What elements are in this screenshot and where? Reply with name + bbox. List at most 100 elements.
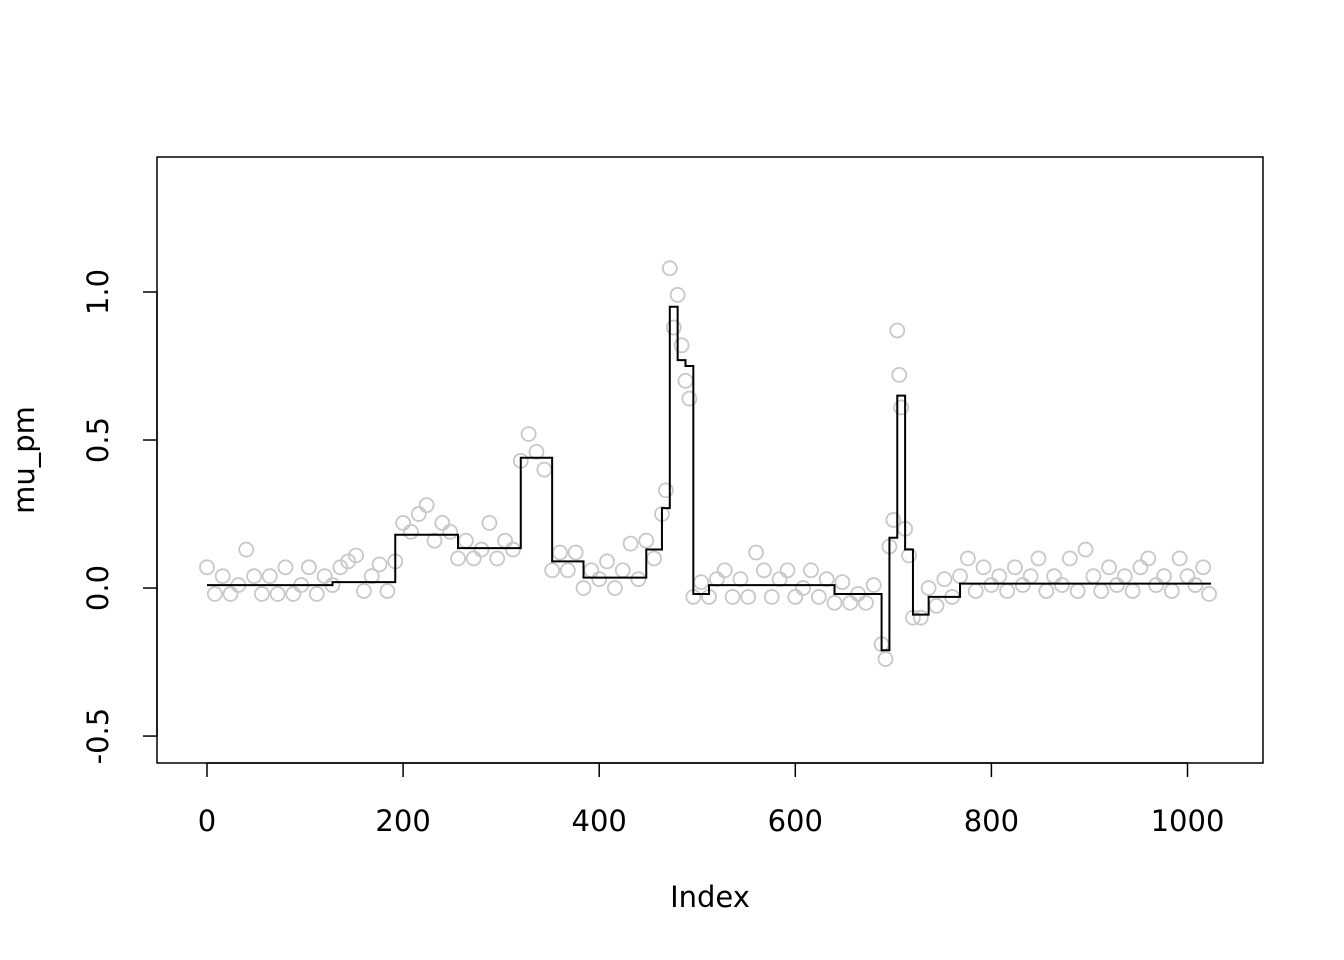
point (489, 550, 506, 567)
point (614, 562, 631, 579)
point (891, 366, 908, 383)
point (975, 559, 992, 576)
point (348, 547, 364, 564)
point (332, 559, 349, 576)
point (999, 583, 1015, 599)
point (1195, 559, 1212, 576)
point (967, 583, 984, 599)
point (877, 651, 894, 667)
point (1014, 577, 1031, 593)
point (583, 562, 600, 579)
y-axis-label: mu_pm (7, 406, 41, 514)
point (673, 337, 690, 354)
plot-box (156, 156, 1264, 764)
x-tick-label: 200 (375, 804, 430, 838)
point (457, 532, 474, 549)
x-tick-label: 600 (768, 804, 823, 838)
point (246, 568, 262, 585)
point (1085, 568, 1102, 585)
point (901, 547, 917, 564)
point (316, 568, 333, 585)
point (779, 562, 796, 579)
point (912, 609, 929, 626)
y-tick-label: 0.0 (81, 565, 115, 611)
point (732, 571, 749, 588)
point (371, 556, 388, 573)
point (520, 426, 537, 442)
point (622, 535, 639, 552)
point (756, 562, 772, 579)
point (254, 586, 270, 602)
point (1061, 550, 1078, 567)
point (991, 568, 1008, 585)
point (818, 571, 835, 588)
point (340, 553, 357, 570)
point (591, 571, 608, 588)
point (1132, 559, 1149, 576)
point (269, 586, 286, 602)
point (748, 544, 764, 561)
point (889, 322, 906, 339)
step-line (207, 305, 1212, 652)
point (724, 589, 741, 605)
point (465, 550, 482, 567)
point (865, 577, 882, 593)
point (410, 506, 427, 522)
point (599, 553, 615, 570)
point (355, 583, 372, 599)
point (497, 532, 513, 549)
y-tick-label: 0.5 (81, 417, 115, 463)
point (214, 568, 231, 585)
point (544, 562, 561, 579)
point (959, 550, 976, 567)
point (763, 589, 780, 605)
point (857, 594, 874, 611)
point (1116, 568, 1133, 585)
point (1101, 559, 1117, 576)
point (528, 443, 545, 460)
point (771, 571, 788, 588)
point (450, 550, 466, 567)
point (473, 541, 490, 558)
point (575, 580, 592, 596)
point (920, 580, 937, 596)
point (199, 559, 215, 576)
point (261, 568, 278, 585)
point (661, 260, 678, 277)
point (1187, 577, 1204, 593)
point (646, 550, 663, 567)
point (693, 574, 710, 591)
point (669, 287, 686, 303)
point (1156, 568, 1172, 585)
point (606, 580, 623, 596)
point (1179, 568, 1196, 585)
point (505, 541, 521, 558)
point (1022, 568, 1039, 585)
point (842, 594, 859, 611)
point (1069, 583, 1086, 599)
point (301, 559, 317, 576)
x-tick-label: 400 (572, 804, 627, 838)
point (1038, 583, 1055, 599)
point (552, 544, 568, 561)
point (481, 515, 498, 531)
point (285, 586, 302, 602)
point (426, 532, 443, 549)
point (1171, 550, 1188, 567)
point (681, 390, 698, 407)
point (379, 583, 396, 599)
point (810, 589, 827, 605)
point (1109, 577, 1125, 593)
point (708, 571, 725, 588)
point (1007, 559, 1023, 576)
point (206, 586, 223, 602)
point (638, 532, 655, 549)
point (1046, 568, 1063, 585)
point (1163, 583, 1180, 599)
point (787, 589, 804, 605)
point (434, 515, 451, 531)
point (418, 497, 435, 514)
point (1093, 583, 1110, 599)
